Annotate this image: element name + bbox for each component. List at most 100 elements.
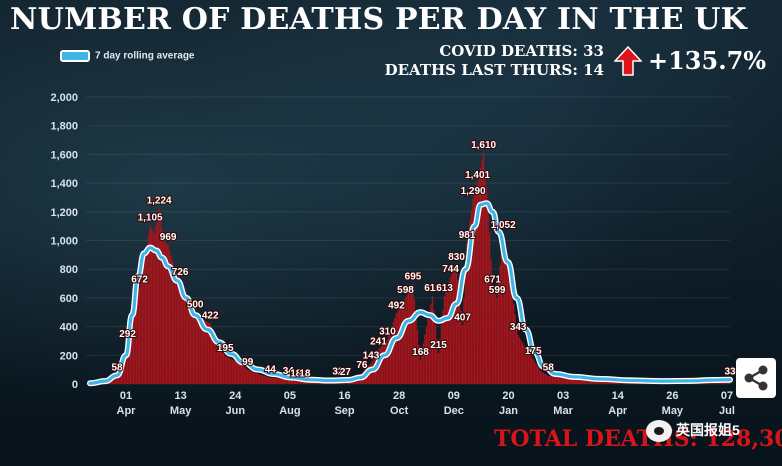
data-label: 1,224 xyxy=(147,195,172,206)
daily-bar xyxy=(556,377,558,384)
x-tick-month: Oct xyxy=(390,405,409,417)
x-tick-month: Jul xyxy=(719,405,735,417)
daily-bar xyxy=(201,319,204,384)
daily-bar xyxy=(604,380,606,384)
daily-bar xyxy=(579,379,581,384)
daily-bar xyxy=(164,241,166,384)
daily-bar xyxy=(394,317,396,384)
daily-bar xyxy=(562,378,564,384)
daily-bar xyxy=(588,379,590,384)
daily-bar xyxy=(225,356,228,384)
daily-bar xyxy=(135,298,138,384)
daily-bar xyxy=(536,366,539,384)
daily-bar xyxy=(467,232,470,384)
share-icon[interactable] xyxy=(736,358,776,398)
daily-bar xyxy=(505,253,507,384)
daily-bar xyxy=(144,254,147,384)
daily-bar xyxy=(382,344,384,384)
data-label: 599 xyxy=(489,285,506,296)
daily-bar xyxy=(149,225,151,384)
daily-bar xyxy=(174,269,177,384)
daily-bar xyxy=(576,379,578,384)
daily-bar xyxy=(598,380,600,384)
daily-bar xyxy=(518,337,521,384)
daily-bar xyxy=(461,325,464,384)
daily-bar xyxy=(194,312,196,384)
daily-bar xyxy=(165,243,168,384)
daily-bar xyxy=(595,380,597,384)
daily-bar xyxy=(428,311,431,384)
deaths-last-thurs-stat: DEATHS LAST THURS: 14 xyxy=(384,61,604,79)
y-tick-label: 800 xyxy=(60,264,78,276)
daily-bar xyxy=(409,289,411,384)
daily-bar xyxy=(594,380,596,384)
daily-bar xyxy=(410,287,413,384)
data-label: 695 xyxy=(405,271,422,282)
daily-bar xyxy=(514,314,516,384)
wechat-logo-icon xyxy=(646,420,672,443)
daily-bar xyxy=(404,298,407,384)
daily-bar xyxy=(506,263,509,384)
daily-bar xyxy=(137,293,139,384)
data-label: 407 xyxy=(454,313,471,324)
daily-bar xyxy=(443,296,446,384)
y-tick-label: 1,200 xyxy=(50,207,78,219)
daily-bar xyxy=(278,378,280,384)
daily-bar xyxy=(147,235,150,384)
daily-bar xyxy=(256,373,258,384)
data-label: 1,290 xyxy=(461,186,486,197)
daily-bar xyxy=(600,380,602,384)
daily-bar xyxy=(418,344,420,384)
data-label: 612 xyxy=(424,283,441,294)
daily-bar xyxy=(544,373,546,384)
daily-bar xyxy=(451,274,453,384)
daily-bar xyxy=(511,293,513,384)
daily-bar xyxy=(566,378,569,384)
daily-bar xyxy=(210,326,213,384)
y-tick-label: 1,000 xyxy=(50,236,78,248)
x-tick-month: Sep xyxy=(334,405,354,417)
up-arrow-icon xyxy=(614,46,642,76)
data-label: 830 xyxy=(448,252,465,263)
daily-bar xyxy=(592,379,594,384)
daily-bar xyxy=(497,281,500,384)
data-label: 18 xyxy=(299,368,311,379)
daily-bar xyxy=(517,334,519,384)
daily-bar xyxy=(293,380,295,384)
daily-bar xyxy=(301,381,303,384)
daily-bar xyxy=(448,281,450,384)
x-tick-day: 20 xyxy=(502,390,514,402)
daily-bar xyxy=(529,354,531,384)
daily-bar xyxy=(485,187,488,384)
daily-bar xyxy=(565,378,567,384)
daily-bar xyxy=(388,335,390,384)
x-tick-day: 26 xyxy=(666,390,678,402)
daily-bar xyxy=(469,221,471,384)
daily-bar xyxy=(470,209,473,384)
daily-bar xyxy=(168,250,171,384)
daily-bar xyxy=(140,279,142,384)
x-tick-day: 01 xyxy=(120,390,132,402)
data-label: 671 xyxy=(484,275,501,286)
daily-bar xyxy=(406,295,408,384)
daily-bar xyxy=(191,306,193,384)
daily-bar xyxy=(224,356,226,384)
daily-bar xyxy=(585,379,587,384)
daily-bar xyxy=(583,379,585,384)
daily-bar xyxy=(542,372,545,384)
daily-bar xyxy=(186,297,189,384)
daily-bar xyxy=(290,379,292,384)
daily-bar xyxy=(243,366,246,384)
data-label: 672 xyxy=(131,275,148,286)
daily-bar xyxy=(304,381,306,384)
daily-bar xyxy=(494,294,497,384)
daily-bar xyxy=(143,263,145,384)
x-tick-day: 09 xyxy=(448,390,460,402)
total-deaths: TOTAL DEATHS: 128,301 xyxy=(494,426,782,452)
daily-bar xyxy=(212,330,214,384)
data-label: 726 xyxy=(172,267,189,278)
daily-bar xyxy=(472,198,474,384)
daily-bar xyxy=(389,330,392,384)
daily-bar xyxy=(580,379,582,384)
